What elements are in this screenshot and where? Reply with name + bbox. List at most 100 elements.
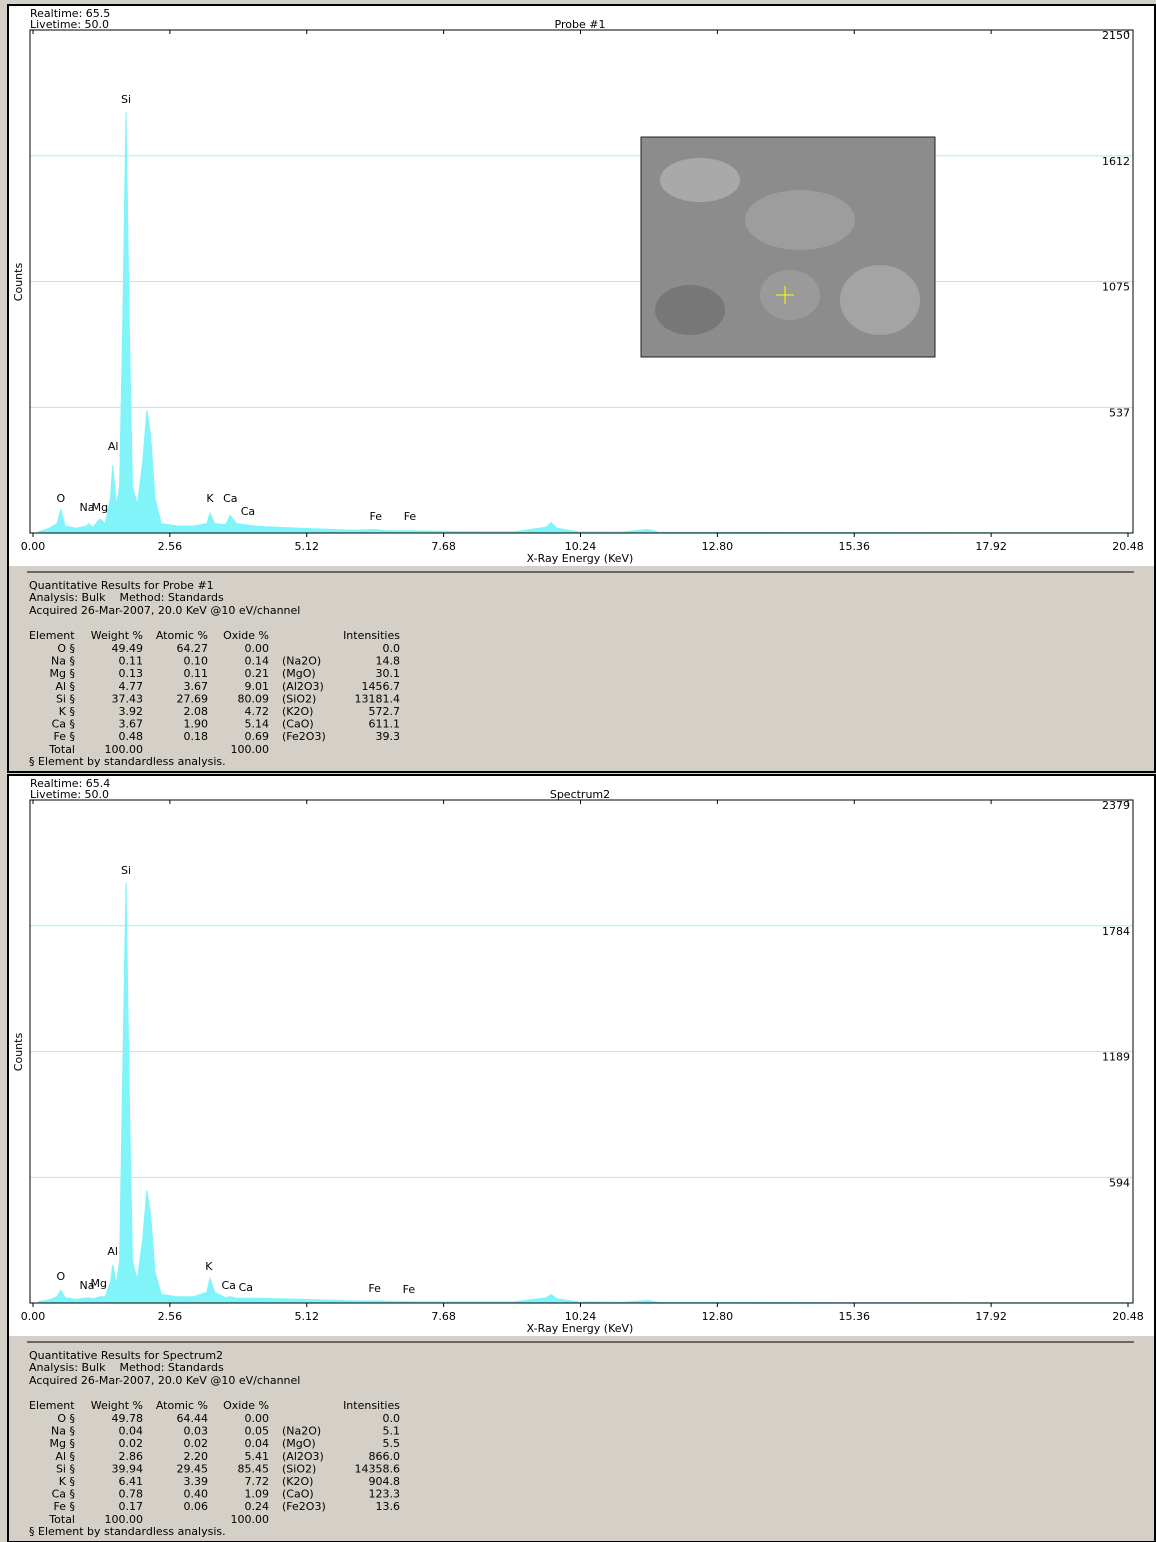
- x-tick-label: 15.36: [839, 1310, 871, 1323]
- y-tick-label: 2150: [1102, 29, 1130, 42]
- table-cell: 0.10: [184, 655, 209, 668]
- x-axis-label: X-Ray Energy (KeV): [527, 552, 634, 565]
- table-cell: 37.43: [112, 692, 144, 705]
- table-cell: 0.69: [245, 730, 270, 743]
- column-header: Atomic %: [156, 629, 208, 642]
- table-cell: 0.21: [245, 667, 270, 680]
- table-cell: Fe §: [54, 730, 76, 743]
- peak-label: Al: [107, 1245, 118, 1258]
- sem-texture: [840, 265, 920, 335]
- table-cell: 13.6: [376, 1500, 401, 1513]
- table-cell: 0.05: [245, 1425, 270, 1438]
- x-tick-label: 0.00: [21, 1310, 46, 1323]
- x-tick-label: 17.92: [975, 540, 1007, 553]
- table-cell: (Na2O): [282, 1425, 321, 1438]
- y-axis-label: Counts: [12, 263, 25, 302]
- y-axis-label: Counts: [12, 1033, 25, 1072]
- table-cell: 100.00: [231, 1513, 270, 1526]
- table-cell: 0.24: [245, 1500, 270, 1513]
- x-tick-label: 12.80: [702, 1310, 734, 1323]
- y-tick-label: 1075: [1102, 281, 1130, 294]
- table-cell: Al §: [55, 1450, 75, 1463]
- x-tick-label: 20.48: [1112, 1310, 1144, 1323]
- table-cell: 0.0: [383, 642, 401, 655]
- table-cell: O §: [57, 642, 75, 655]
- table-cell: 0.00: [245, 642, 270, 655]
- x-tick-label: 0.00: [21, 540, 46, 553]
- table-cell: 123.3: [369, 1488, 401, 1501]
- table-cell: 0.04: [119, 1425, 144, 1438]
- table-cell: Total: [48, 1513, 75, 1526]
- table-cell: 85.45: [238, 1462, 270, 1475]
- table-cell: 0.06: [184, 1500, 209, 1513]
- sem-texture: [660, 158, 740, 202]
- y-tick-label: 1612: [1102, 155, 1130, 168]
- peak-label: Ca: [221, 1279, 235, 1292]
- report-acquired: Acquired 26-Mar-2007, 20.0 KeV @10 eV/ch…: [29, 604, 300, 617]
- x-tick-label: 12.80: [702, 540, 734, 553]
- table-cell: 14358.6: [355, 1462, 401, 1475]
- x-tick-label: 2.56: [158, 540, 183, 553]
- eds-report-screen: Realtime: 65.5Livetime: 50.0Probe #1Coun…: [0, 0, 1156, 1542]
- table-cell: 39.94: [112, 1462, 144, 1475]
- table-cell: 611.1: [369, 718, 401, 731]
- y-tick-label: 2379: [1102, 799, 1130, 812]
- table-cell: Mg §: [50, 1437, 75, 1450]
- table-cell: (SiO2): [282, 1462, 316, 1475]
- x-tick-label: 5.12: [295, 540, 320, 553]
- peak-label: O: [56, 492, 65, 505]
- table-cell: 80.09: [238, 692, 270, 705]
- peak-label: O: [56, 1270, 65, 1283]
- chart-title: Spectrum2: [550, 788, 610, 801]
- table-cell: 0.02: [184, 1437, 209, 1450]
- peak-label: Ca: [239, 1281, 253, 1294]
- livetime: Livetime: 50.0: [30, 18, 109, 31]
- peak-label: K: [205, 1260, 213, 1273]
- peak-label: K: [206, 492, 214, 505]
- peak-label: Si: [121, 93, 131, 106]
- column-header: Intensities: [343, 629, 400, 642]
- table-cell: Al §: [55, 680, 75, 693]
- x-tick-label: 7.68: [431, 540, 456, 553]
- table-cell: 0.0: [383, 1412, 401, 1425]
- report-acquired: Acquired 26-Mar-2007, 20.0 KeV @10 eV/ch…: [29, 1374, 300, 1387]
- x-tick-label: 10.24: [565, 1310, 597, 1323]
- y-tick-label: 1189: [1102, 1051, 1130, 1064]
- table-cell: 0.78: [119, 1488, 144, 1501]
- table-cell: (CaO): [282, 718, 314, 731]
- peak-label: Ca: [241, 505, 255, 518]
- table-cell: 0.03: [184, 1425, 209, 1438]
- table-cell: 3.39: [184, 1475, 209, 1488]
- peak-label: Fe: [403, 1283, 416, 1296]
- table-cell: (MgO): [282, 667, 316, 680]
- column-header: Atomic %: [156, 1399, 208, 1412]
- table-cell: 30.1: [376, 667, 401, 680]
- peak-label: Fe: [368, 1282, 381, 1295]
- table-cell: 0.00: [245, 1412, 270, 1425]
- table-cell: 29.45: [177, 1462, 209, 1475]
- column-header: Oxide %: [223, 1399, 269, 1412]
- table-cell: K §: [59, 1475, 75, 1488]
- table-cell: Mg §: [50, 667, 75, 680]
- table-cell: 6.41: [119, 1475, 144, 1488]
- peak-label: Fe: [369, 510, 382, 523]
- table-cell: 9.01: [245, 680, 270, 693]
- table-cell: 1.09: [245, 1488, 270, 1501]
- table-cell: 13181.4: [355, 692, 401, 705]
- table-cell: 0.18: [184, 730, 209, 743]
- column-header: Oxide %: [223, 629, 269, 642]
- y-tick-label: 1784: [1102, 925, 1130, 938]
- footnote: § Element by standardless analysis.: [29, 755, 226, 768]
- table-cell: 5.5: [383, 1437, 401, 1450]
- table-cell: 27.69: [177, 692, 209, 705]
- table-cell: Fe §: [54, 1500, 76, 1513]
- chart-background: [9, 776, 1154, 1336]
- table-cell: K §: [59, 705, 75, 718]
- peak-label: Mg: [92, 501, 108, 514]
- table-cell: Ca §: [52, 1488, 75, 1501]
- table-cell: (SiO2): [282, 692, 316, 705]
- table-cell: 64.27: [177, 642, 209, 655]
- table-cell: 0.11: [119, 655, 144, 668]
- table-cell: 5.1: [383, 1425, 401, 1438]
- chart-title: Probe #1: [555, 18, 606, 31]
